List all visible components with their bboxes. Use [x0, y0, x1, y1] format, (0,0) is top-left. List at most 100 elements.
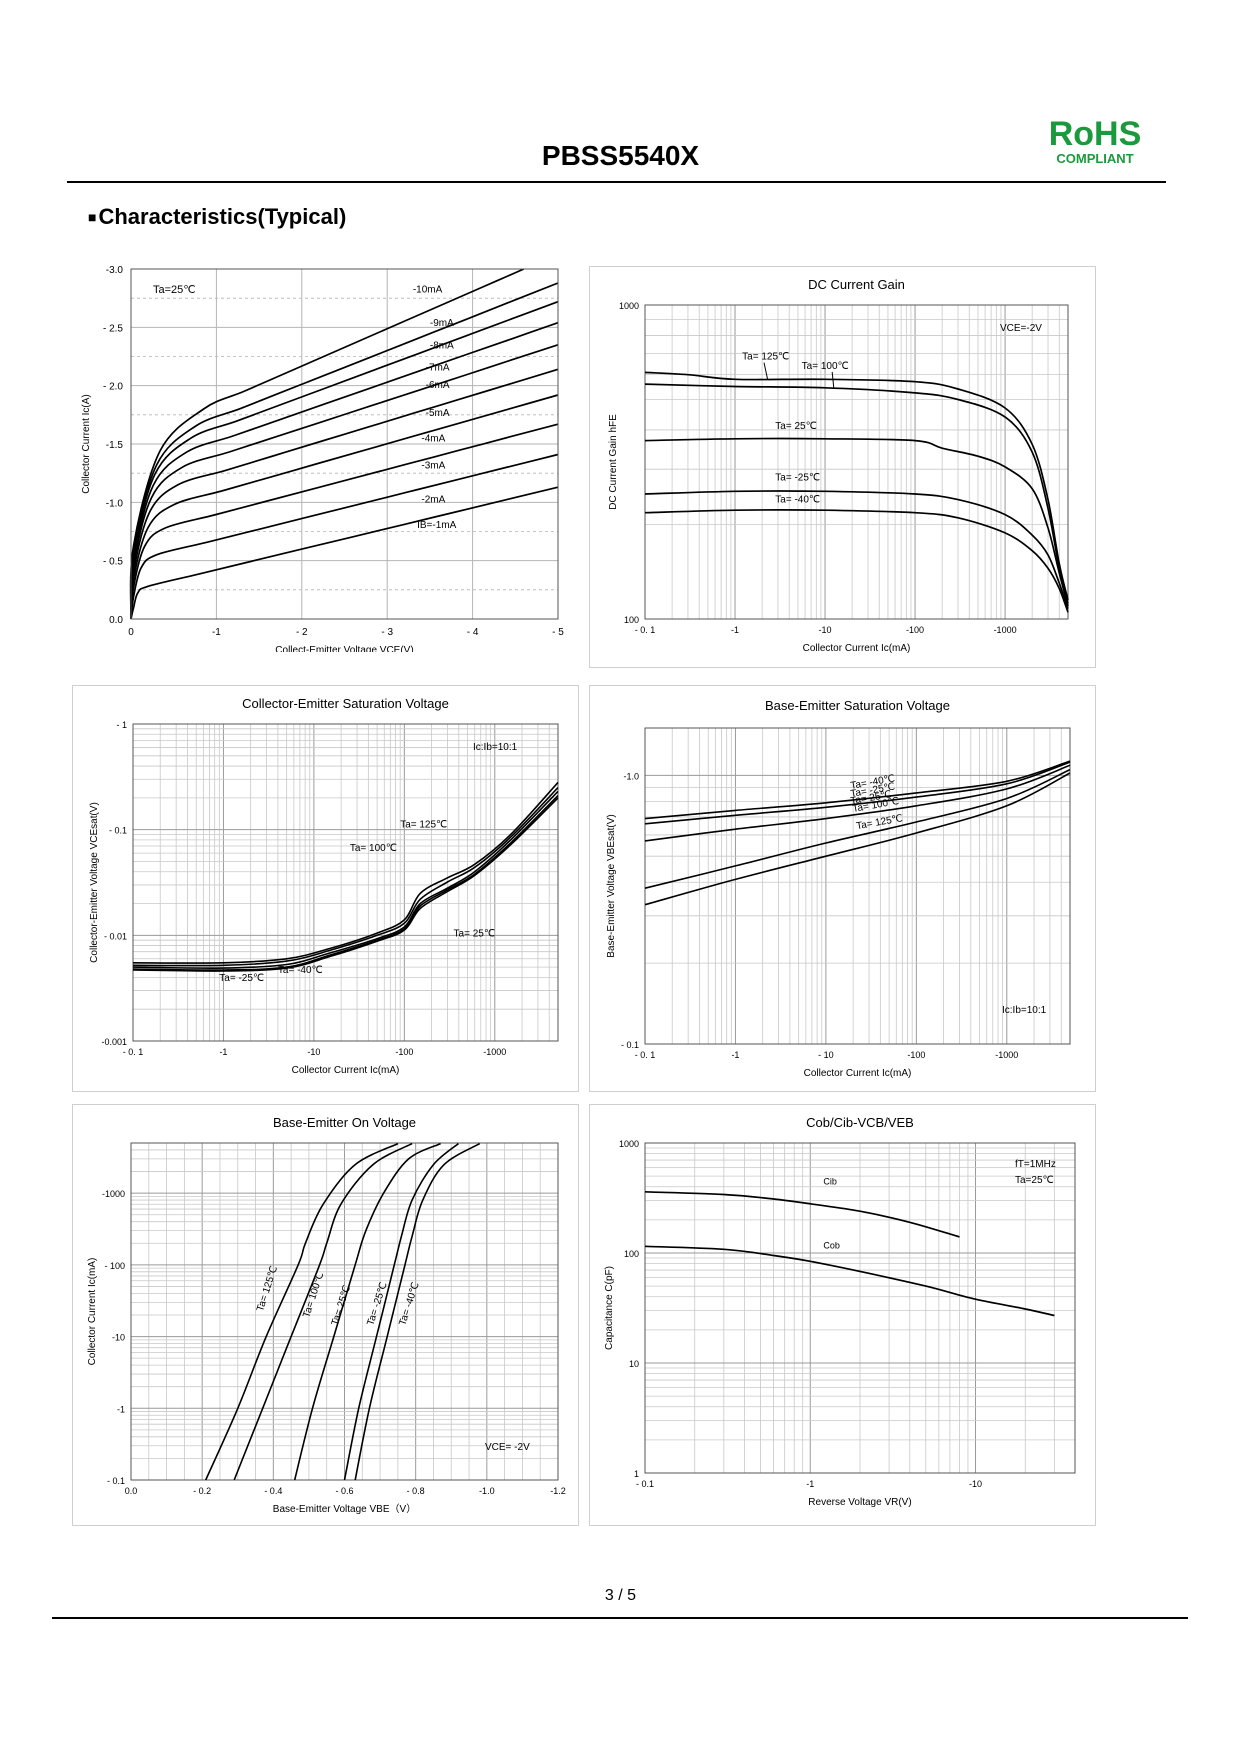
x-tick-label: -1.2 [550, 1486, 566, 1496]
series-label: -7mA [426, 363, 450, 374]
series-line [644, 761, 1071, 825]
x-tick-label: - 0.2 [193, 1486, 211, 1496]
x-tick-label: -100 [395, 1047, 413, 1057]
series-line [132, 795, 559, 971]
x-tick-label: - 2 [296, 627, 308, 638]
series-line [130, 300, 559, 620]
y-axis-label: Base-Emitter Voltage VBEsat(V) [606, 814, 617, 957]
page-number: 3 / 5 [604, 1587, 637, 1604]
y-tick-label: 1 [634, 1469, 639, 1479]
x-tick-label: - 0. 1 [635, 1050, 656, 1060]
section-heading: ■Characteristics(Typical) [88, 204, 346, 230]
series-label: -6mA [426, 380, 450, 391]
label-arrow [831, 371, 835, 388]
y-tick-label: 1000 [619, 301, 639, 311]
plot-frame [644, 304, 1069, 620]
series-label: Cib [823, 1176, 837, 1186]
series-line [644, 768, 1071, 889]
x-tick-label: -100 [907, 1050, 925, 1060]
x-tick-label: - 3 [381, 627, 393, 638]
series-label: -5mA [426, 408, 450, 419]
chart-title: Cob/Cib-VCB/VEB [806, 1115, 914, 1130]
x-tick-label: -1000 [995, 1050, 1018, 1060]
series-label: Ta= -25℃ [775, 473, 820, 484]
section-marker: ■ [88, 209, 97, 225]
x-tick-label: 0.0 [125, 1486, 138, 1496]
series-line [130, 486, 559, 620]
y-axis-label: Collector-Emitter Voltage VCEsat(V) [89, 802, 100, 963]
y-tick-label: -1 [117, 1404, 125, 1414]
y-tick-label: 100 [624, 615, 639, 625]
chart-ic-vce: 0 -1 - 2 - 3 - 4 - 5 0.0 - 0.5 -1.0 -1.5 - 2.0 - 2.… [81, 265, 564, 656]
y-tick-label: -1000 [102, 1189, 125, 1199]
series-line [644, 371, 1069, 601]
chart-vcesat: - 0. 1 -1 -10 -100 -1000 -0.001 - 0.01 - 0.1 - 1… [89, 696, 559, 1076]
series-line [132, 787, 559, 967]
plot-frame [644, 727, 1071, 1045]
x-axis-label: Collect-Emitter Voltage VCE(V) [275, 645, 413, 652]
footer-divider [52, 1617, 1188, 1619]
series-label: Ta= 125℃ [742, 352, 789, 363]
x-tick-label: - 10 [818, 1050, 834, 1060]
series-line [204, 1142, 399, 1481]
x-axis-label: Collector Current Ic(mA) [803, 643, 911, 654]
series-line [129, 268, 525, 620]
x-tick-label: -1 [219, 1047, 227, 1057]
series-line [129, 282, 559, 620]
series-line [132, 797, 559, 972]
series-line [644, 772, 1071, 906]
chart-ic-vce-panel: 0 -1 - 2 - 3 - 4 - 5 0.0 - 0.5 -1.0 -1.5 - 2.0 - 2.… [73, 257, 573, 656]
chart-title: Collector-Emitter Saturation Voltage [242, 696, 449, 711]
x-tick-label: -1.0 [479, 1486, 495, 1496]
chart-annotation: fT=1MHz [1015, 1159, 1056, 1170]
series-line [130, 368, 559, 620]
chart-annotation: VCE=-2V [1000, 323, 1042, 334]
chart-vcesat-panel: - 0. 1 -1 -10 -100 -1000 -0.001 - 0.01 - 0.1 - 1… [72, 685, 579, 1092]
series-line [644, 764, 1071, 842]
x-tick-label: -10 [819, 625, 832, 635]
series-label: Ta= -40℃ [775, 494, 820, 505]
y-tick-label: 0.0 [109, 615, 123, 626]
y-tick-label: - 0.1 [621, 1040, 639, 1050]
header-divider [67, 181, 1166, 183]
label-arrow [763, 362, 769, 380]
rohs-logo: RoHS COMPLIANT [1020, 117, 1170, 167]
series-line [644, 1190, 960, 1238]
x-tick-label: -1000 [994, 625, 1017, 635]
chart-title: Base-Emitter Saturation Voltage [765, 698, 950, 713]
x-axis-label: Reverse Voltage VR(V) [808, 1497, 911, 1508]
chart-ic-vbe-panel: 0.0 - 0.2 - 0.4 - 0.6 - 0.8 -1.0 -1.2 - 0.1 -1 -1… [72, 1104, 579, 1526]
x-tick-label: -1 [731, 1050, 739, 1060]
series-line [354, 1142, 481, 1481]
y-axis-label: Capacitance C(pF) [604, 1266, 615, 1350]
chart-annotation: VCE= -2V [485, 1442, 530, 1453]
y-tick-label: -3.0 [106, 265, 124, 276]
plot-frame [130, 268, 559, 620]
x-tick-label: - 0.4 [264, 1486, 282, 1496]
chart-annotation: Ic:Ib=10:1 [1002, 1005, 1047, 1016]
series-line [130, 423, 559, 620]
chart-hfe-ic: - 0. 1 -1 -10 -100 -1000 100 1000 Ta= 125℃ Ta= 1… [608, 277, 1069, 654]
x-tick-label: -10 [307, 1047, 320, 1057]
series-line [132, 781, 559, 964]
chart-annotation: Ta=25℃ [1015, 1175, 1054, 1186]
y-tick-label: 1000 [619, 1139, 639, 1149]
series-label: IB=-1mA [417, 520, 457, 531]
series-label: Ta= 100℃ [802, 361, 849, 372]
y-tick-label: -0.001 [101, 1037, 127, 1047]
x-tick-label: - 0.8 [407, 1486, 425, 1496]
series-label: Ta= -40℃ [278, 965, 323, 976]
section-title: Characteristics(Typical) [98, 204, 347, 229]
plot-frame [644, 1142, 1076, 1474]
y-tick-label: 10 [629, 1359, 639, 1369]
series-label: Ta= 25℃ [330, 1284, 353, 1327]
y-tick-label: - 2.5 [103, 323, 123, 334]
x-axis-label: Base-Emitter Voltage VBE（V） [273, 1503, 416, 1515]
series-label: -2mA [421, 494, 445, 505]
x-tick-label: - 0.1 [636, 1479, 654, 1489]
chart-vbesat-panel: - 0. 1 -1- 10 -100 -1000- 0.1 -1.0 Ta= -40℃ Ta… [589, 685, 1096, 1092]
series-label: -8mA [430, 340, 454, 351]
chart-annotation: Ta=25℃ [153, 284, 196, 296]
x-axis-label: Collector Current Ic(mA) [804, 1068, 912, 1079]
series-line [130, 343, 559, 620]
